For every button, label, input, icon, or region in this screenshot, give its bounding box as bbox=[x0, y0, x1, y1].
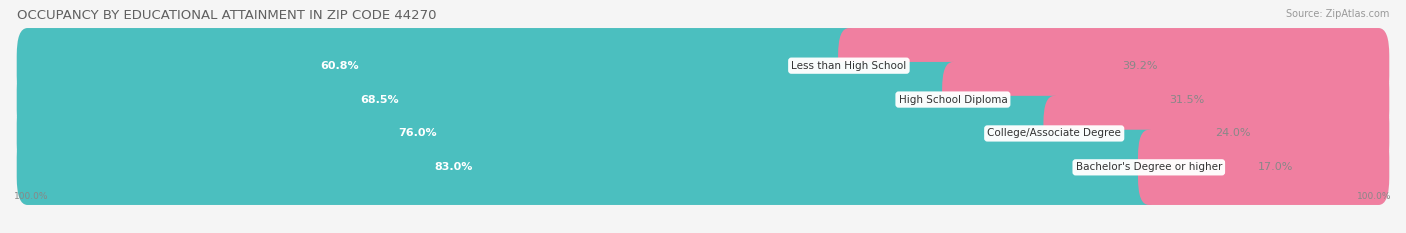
FancyBboxPatch shape bbox=[17, 96, 1389, 171]
Text: 60.8%: 60.8% bbox=[321, 61, 359, 71]
Text: Bachelor's Degree or higher: Bachelor's Degree or higher bbox=[1076, 162, 1222, 172]
Text: OCCUPANCY BY EDUCATIONAL ATTAINMENT IN ZIP CODE 44270: OCCUPANCY BY EDUCATIONAL ATTAINMENT IN Z… bbox=[17, 9, 436, 22]
FancyBboxPatch shape bbox=[17, 130, 1389, 205]
Text: 24.0%: 24.0% bbox=[1215, 128, 1250, 138]
FancyBboxPatch shape bbox=[17, 130, 1160, 205]
Text: 100.0%: 100.0% bbox=[1357, 192, 1392, 201]
FancyBboxPatch shape bbox=[1137, 130, 1389, 205]
FancyBboxPatch shape bbox=[17, 62, 963, 137]
Text: Source: ZipAtlas.com: Source: ZipAtlas.com bbox=[1285, 9, 1389, 19]
Text: 68.5%: 68.5% bbox=[360, 95, 398, 105]
Text: 17.0%: 17.0% bbox=[1257, 162, 1292, 172]
FancyBboxPatch shape bbox=[838, 28, 1389, 103]
FancyBboxPatch shape bbox=[17, 28, 859, 103]
Text: High School Diploma: High School Diploma bbox=[898, 95, 1007, 105]
Text: 76.0%: 76.0% bbox=[398, 128, 437, 138]
Text: 31.5%: 31.5% bbox=[1170, 95, 1205, 105]
Text: 39.2%: 39.2% bbox=[1122, 61, 1159, 71]
FancyBboxPatch shape bbox=[17, 62, 1389, 137]
FancyBboxPatch shape bbox=[1043, 96, 1389, 171]
FancyBboxPatch shape bbox=[942, 62, 1389, 137]
Text: 83.0%: 83.0% bbox=[434, 162, 472, 172]
Text: College/Associate Degree: College/Associate Degree bbox=[987, 128, 1121, 138]
Text: 100.0%: 100.0% bbox=[14, 192, 49, 201]
FancyBboxPatch shape bbox=[17, 96, 1064, 171]
FancyBboxPatch shape bbox=[17, 28, 1389, 103]
Text: Less than High School: Less than High School bbox=[792, 61, 907, 71]
